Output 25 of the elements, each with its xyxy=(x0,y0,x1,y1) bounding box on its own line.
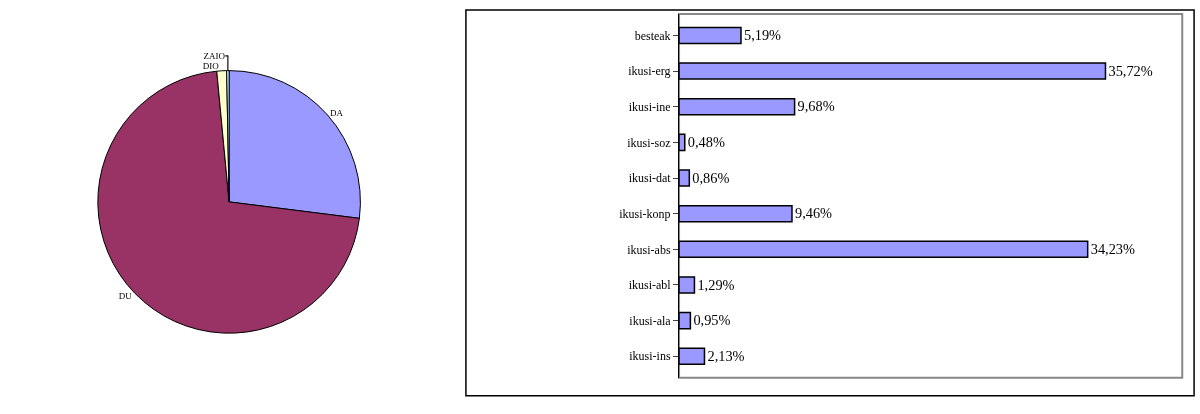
y-tick-label: ikusi-ine xyxy=(628,99,671,114)
y-tick-label: ikusi-ala xyxy=(629,313,672,328)
slice-label: DA xyxy=(330,107,344,118)
slice-label: ZAIO xyxy=(203,50,226,61)
data-label: 5,19% xyxy=(744,27,782,44)
y-tick-label: ikusi-konp xyxy=(619,206,671,221)
slice-label: DIO xyxy=(202,60,220,71)
y-tick-label: ikusi-abs xyxy=(627,242,671,257)
data-label: 2,13% xyxy=(707,347,745,364)
data-label: 0,95% xyxy=(693,312,731,329)
data-label: 1,29% xyxy=(697,276,735,293)
data-label: 0,48% xyxy=(687,134,725,151)
slice-label: DU xyxy=(118,290,133,301)
y-tick-label: besteak xyxy=(634,28,671,43)
y-tick-label: ikusi-abl xyxy=(628,278,672,293)
data-label: 9,46% xyxy=(794,205,833,222)
data-label: 9,68% xyxy=(797,98,835,115)
y-tick-label: ikusi-ins xyxy=(629,349,671,364)
data-label: 35,72% xyxy=(1108,62,1153,79)
pie-slice xyxy=(97,70,360,334)
y-tick-label: ikusi-soz xyxy=(627,135,671,150)
data-label: 34,23% xyxy=(1090,240,1135,257)
y-tick-label: ikusi-erg xyxy=(628,64,671,79)
y-tick-label: ikusi-dat xyxy=(628,171,672,186)
data-label: 0,86% xyxy=(692,169,730,186)
